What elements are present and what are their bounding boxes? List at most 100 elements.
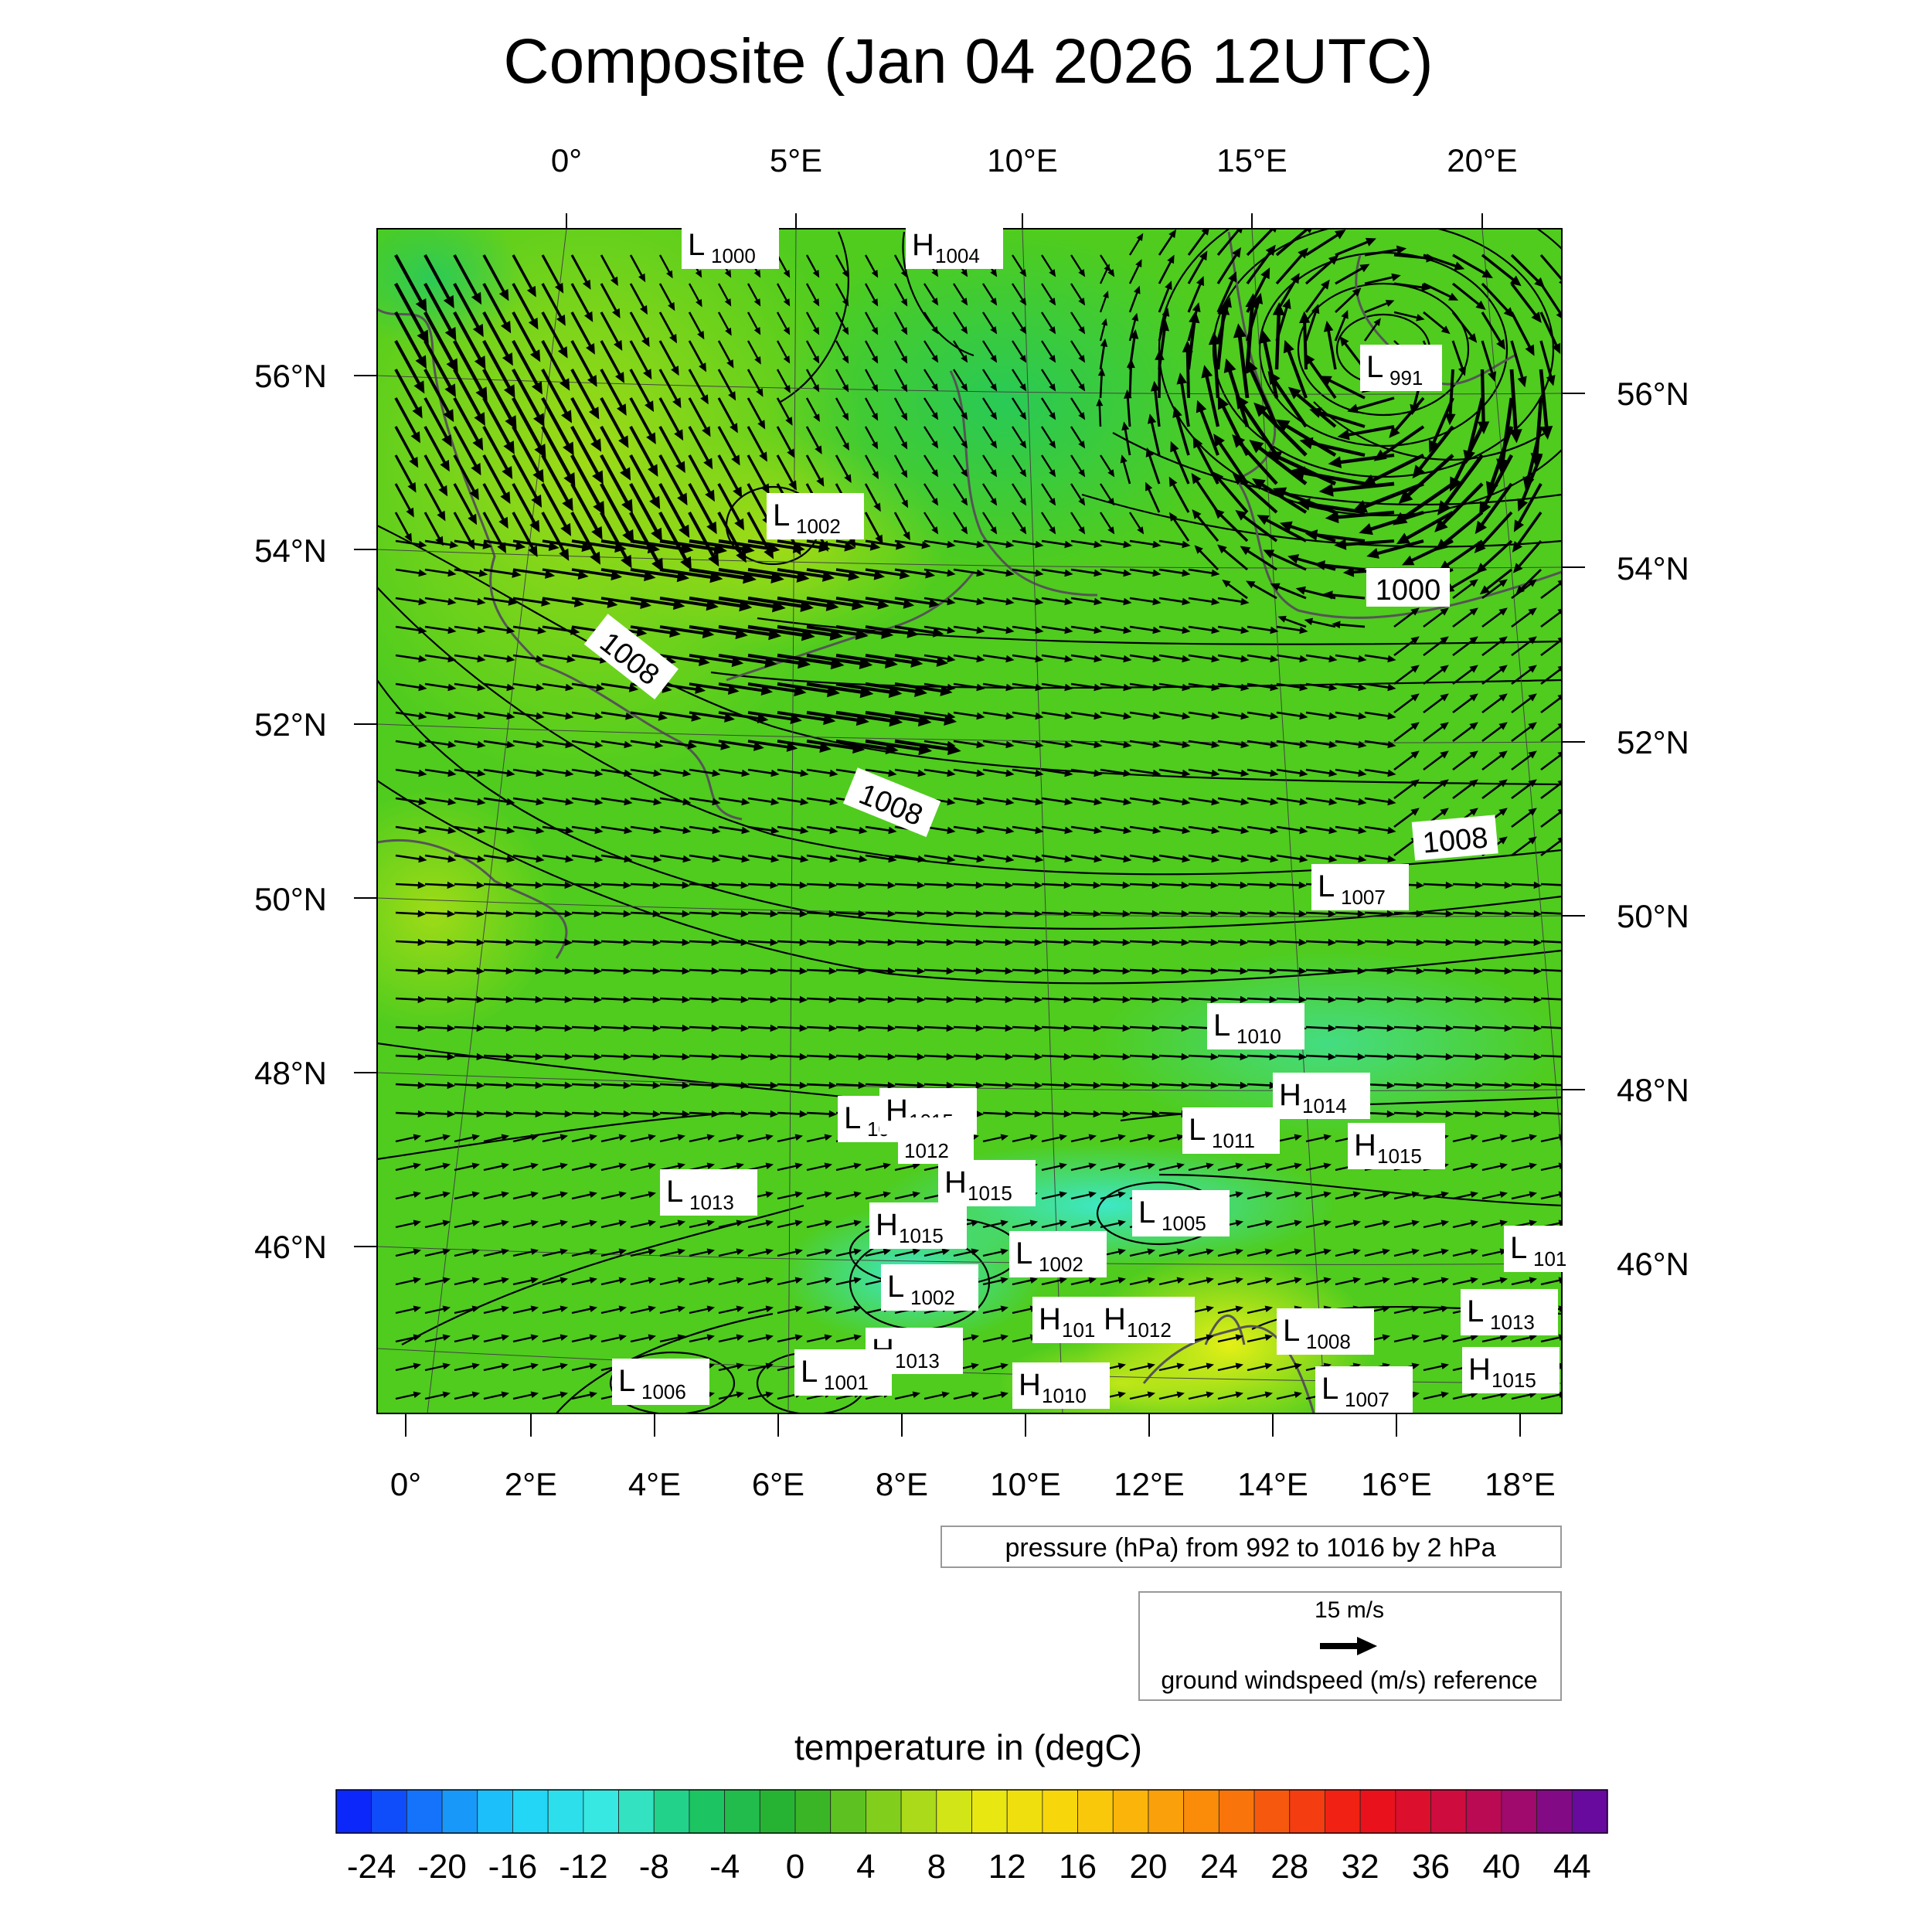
pressure-center-label: L 1002 <box>881 1264 978 1311</box>
svg-text:L: L <box>1015 1236 1032 1270</box>
colorbar-box <box>1289 1789 1325 1834</box>
colorbar-box <box>1465 1789 1502 1834</box>
lat-label-left: 52°N <box>254 706 327 743</box>
svg-text:1014: 1014 <box>1302 1094 1347 1117</box>
svg-text:L: L <box>1213 1009 1230 1043</box>
colorbar-title: temperature in (degC) <box>794 1727 1142 1767</box>
svg-text:H: H <box>1279 1078 1301 1112</box>
pressure-center-label: L 1007 <box>1315 1366 1413 1413</box>
svg-text:1012: 1012 <box>1127 1318 1172 1342</box>
pressure-center-label: L 1000 <box>682 223 779 269</box>
svg-text:1011: 1011 <box>1212 1129 1255 1152</box>
lat-label-right: 50°N <box>1617 898 1689 934</box>
left-latitude-labels: 56°N 54°N 52°N 50°N 48°N 46°N <box>254 358 327 1265</box>
colorbar-box <box>1077 1789 1114 1834</box>
svg-text:101: 101 <box>1533 1247 1566 1270</box>
colorbar-tick-label: 24 <box>1200 1848 1238 1886</box>
colorbar-box <box>1430 1789 1467 1834</box>
lon-label-top: 20°E <box>1447 142 1518 179</box>
wind-reference-arrow <box>1320 1637 1377 1655</box>
temperature-field <box>377 229 1562 1413</box>
pressure-center-label: L 1005 <box>1132 1190 1230 1236</box>
lat-label-left: 50°N <box>254 881 327 917</box>
colorbar-boxes <box>335 1789 1608 1834</box>
svg-text:L: L <box>1318 869 1335 903</box>
svg-text:1007: 1007 <box>1341 886 1386 909</box>
lat-label-left: 48°N <box>254 1055 327 1091</box>
pressure-center-label: L 991 <box>1360 345 1442 391</box>
svg-text:1013: 1013 <box>1490 1311 1535 1334</box>
colorbar-tick-label: 32 <box>1342 1848 1379 1886</box>
lon-label-bottom: 16°E <box>1361 1466 1432 1502</box>
pressure-center-label: L 1002 <box>1009 1231 1107 1277</box>
lat-label-right: 56°N <box>1617 376 1689 412</box>
colorbar-tick-label: -4 <box>709 1848 740 1886</box>
svg-text:H: H <box>1104 1302 1126 1336</box>
lon-label-bottom: 12°E <box>1114 1466 1185 1502</box>
lat-label-left: 46°N <box>254 1229 327 1265</box>
svg-text:1008: 1008 <box>1306 1330 1351 1353</box>
lat-label-left: 56°N <box>254 358 327 394</box>
colorbar-box <box>441 1789 478 1834</box>
colorbar-tick-label: 36 <box>1412 1848 1450 1886</box>
wind-reference-speed: 15 m/s <box>1315 1597 1384 1623</box>
colorbar-box <box>794 1789 832 1834</box>
isobar-label: 1000 <box>1376 574 1441 607</box>
colorbar-box <box>1006 1789 1043 1834</box>
pressure-center-label: 1012 <box>898 1117 974 1164</box>
svg-text:H: H <box>876 1208 898 1242</box>
lon-label-bottom: 6°E <box>752 1466 804 1502</box>
svg-text:L: L <box>1138 1196 1155 1230</box>
colorbar-box <box>512 1789 549 1834</box>
svg-text:L: L <box>688 228 705 262</box>
colorbar-box <box>583 1789 619 1834</box>
colorbar-box <box>724 1789 760 1834</box>
svg-text:L: L <box>1510 1231 1527 1265</box>
svg-text:1004: 1004 <box>935 244 980 267</box>
colorbar-box <box>1218 1789 1255 1834</box>
lon-label-bottom: 10°E <box>990 1466 1061 1502</box>
colorbar-tick-label: 8 <box>927 1848 946 1886</box>
svg-text:1010: 1010 <box>1042 1384 1087 1407</box>
axis-ticks <box>354 213 1585 1437</box>
colorbar-box <box>1395 1789 1431 1834</box>
svg-text:L: L <box>801 1355 818 1389</box>
pressure-center-label: L 1008 <box>1277 1308 1374 1355</box>
colorbar-tick-label: -12 <box>559 1848 608 1886</box>
svg-text:1002: 1002 <box>796 515 841 538</box>
svg-text:1002: 1002 <box>910 1286 955 1309</box>
pressure-center-label: L 1013 <box>1461 1289 1558 1335</box>
colorbar-tick-label: 0 <box>786 1848 804 1886</box>
svg-text:H: H <box>944 1165 967 1199</box>
lat-label-right: 48°N <box>1617 1072 1689 1108</box>
svg-text:L: L <box>1321 1372 1338 1406</box>
colorbar-box <box>971 1789 1008 1834</box>
svg-text:L: L <box>773 498 790 532</box>
colorbar-tick-label: 16 <box>1059 1848 1097 1886</box>
colorbar-box <box>1148 1789 1185 1834</box>
svg-text:L: L <box>1189 1113 1206 1147</box>
colorbar-tick-label: 28 <box>1270 1848 1308 1886</box>
svg-text:1015: 1015 <box>1377 1145 1422 1168</box>
map-panel: 0° 5°E 10°E 15°E 20°E 56°N 54°N 52°N 50°… <box>254 142 1689 1502</box>
isobar-labels: 1008 1008 1008 1000 <box>583 568 1498 861</box>
pressure-center-label: L 1001 <box>794 1349 892 1396</box>
pressure-center-label: L 1006 <box>612 1359 709 1405</box>
colorbar-box <box>1183 1789 1219 1834</box>
wind-reference-label: ground windspeed (m/s) reference <box>1161 1666 1537 1694</box>
lon-label-bottom: 14°E <box>1237 1466 1308 1502</box>
colorbar-box <box>653 1789 690 1834</box>
svg-text:1000: 1000 <box>711 244 756 267</box>
colorbar-box <box>689 1789 726 1834</box>
pressure-center-label: H 1012 <box>1097 1297 1195 1343</box>
colorbar-tick-label: -24 <box>347 1848 396 1886</box>
colorbar-tick-labels: -24 -20 -16 -12 -8 -4 0 4 8 12 16 20 24 28 32 36 40 44 <box>347 1848 1591 1886</box>
colorbar-tick-label: -8 <box>639 1848 669 1886</box>
wind-reference-legend: 15 m/s ground windspeed (m/s) reference <box>1138 1591 1562 1701</box>
lon-label-top: 15°E <box>1216 142 1287 179</box>
bottom-longitude-labels: 0° 2°E 4°E 6°E 8°E 10°E 12°E 14°E 16°E 1… <box>390 1466 1556 1502</box>
lon-label-bottom: 0° <box>390 1466 421 1502</box>
colorbar-box <box>371 1789 407 1834</box>
